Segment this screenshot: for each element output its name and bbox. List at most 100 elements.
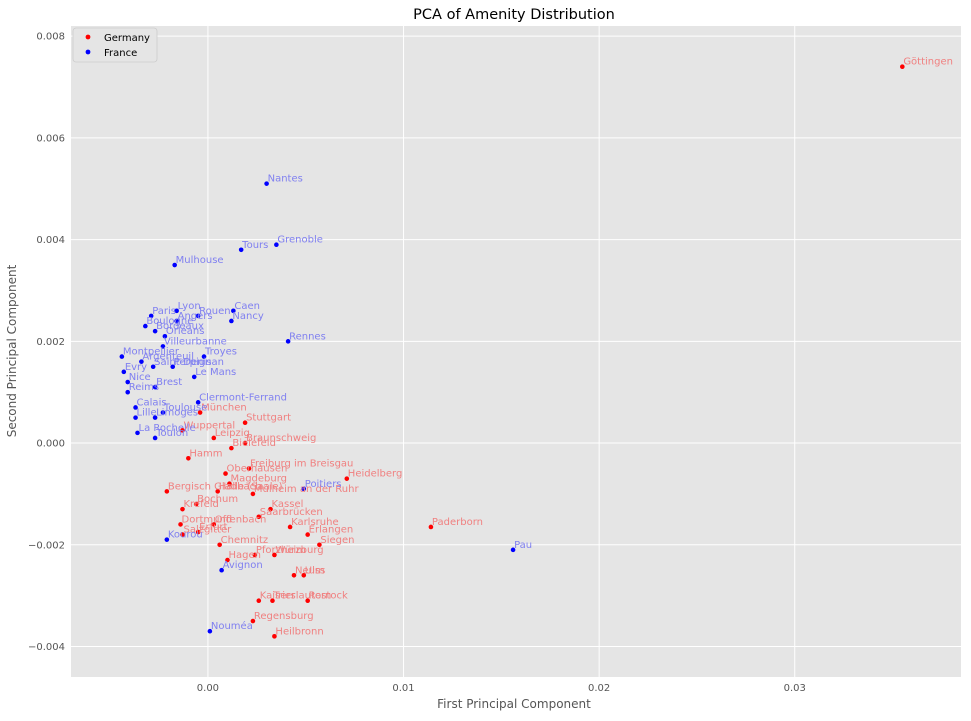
- legend-marker-france: [85, 49, 91, 55]
- data-label-germany: Pforzheim: [256, 545, 306, 556]
- data-label-germany: Kaiserslautern: [260, 591, 332, 602]
- data-label-germany: Leipzig: [215, 428, 250, 439]
- data-label-germany: Dortmund: [182, 514, 233, 525]
- data-label-germany: Trier: [272, 591, 296, 602]
- grid-layer: [71, 26, 961, 677]
- data-label-france: Rennes: [289, 331, 326, 342]
- tick-layer: 0.00 0.01 0.02 0.03 −0.004 −0.002 0.000 0.002 0.…: [28, 32, 806, 694]
- data-point-france: [238, 247, 244, 253]
- data-point-france: [174, 318, 179, 324]
- data-point-germany: [268, 506, 273, 512]
- data-point-france: [135, 430, 140, 436]
- data-label-germany: Göttingen: [903, 57, 953, 68]
- data-point-france: [164, 537, 170, 542]
- data-point-france: [152, 384, 158, 390]
- data-point-germany: [270, 598, 275, 604]
- data-label-france: Avignon: [223, 560, 263, 571]
- data-label-france: Perpignan: [174, 357, 224, 368]
- data-point-germany: [272, 552, 277, 558]
- data-label-germany: Saarbrücken: [260, 507, 323, 518]
- plot-area: [71, 26, 961, 677]
- data-point-france: [301, 486, 307, 492]
- data-point-germany: [178, 522, 183, 527]
- data-label-france: Boulogne: [146, 316, 193, 327]
- data-label-germany: Regensburg: [254, 611, 314, 622]
- data-label-germany: Heilbronn: [275, 626, 323, 637]
- data-point-france: [152, 328, 158, 334]
- data-point-france: [160, 410, 166, 415]
- data-point-germany: [900, 64, 905, 69]
- data-point-france: [160, 344, 166, 349]
- data-label-france: Argenteuil: [142, 352, 194, 363]
- data-label-germany: Hamm: [189, 448, 222, 459]
- data-point-germany: [301, 572, 307, 578]
- data-point-france: [195, 400, 201, 405]
- data-point-france: [219, 567, 224, 573]
- data-label-france: Nouméa: [211, 620, 253, 632]
- data-point-france: [148, 313, 154, 319]
- data-label-germany: Wuppertal: [183, 420, 235, 431]
- point-layer: [119, 64, 905, 639]
- data-point-germany: [180, 428, 185, 433]
- data-label-france: Calais: [137, 397, 167, 408]
- data-point-germany: [229, 445, 234, 451]
- y-axis-label: Second Principal Component: [5, 264, 19, 437]
- data-label-france: Toulon: [155, 428, 188, 439]
- data-point-germany: [211, 522, 217, 527]
- data-point-france: [152, 415, 158, 420]
- data-point-germany: [227, 481, 232, 487]
- data-label-france: Caen: [234, 301, 260, 312]
- data-label-france: Montpellier: [123, 347, 180, 358]
- data-label-germany: Mülheim an der Ruhr: [254, 484, 360, 495]
- data-point-france: [285, 339, 291, 344]
- data-label-france: Kourou: [168, 530, 203, 541]
- data-label-germany: Bergisch Gladbach: [168, 481, 262, 492]
- data-point-france: [162, 333, 168, 339]
- data-point-germany: [246, 466, 252, 471]
- data-label-germany: Karlsruhe: [291, 517, 339, 528]
- data-label-germany: Magdeburg: [230, 474, 287, 485]
- data-label-germany: Neuss: [295, 565, 325, 576]
- data-point-france: [121, 369, 127, 375]
- data-label-germany: Siegen: [320, 535, 354, 546]
- data-point-france: [264, 181, 269, 186]
- x-tick-label: 0.01: [392, 683, 414, 694]
- x-tick-label: 0.03: [784, 683, 806, 694]
- data-point-germany: [250, 491, 256, 497]
- y-tick-label: 0.004: [36, 235, 65, 246]
- data-label-france: Saint-Denis: [154, 357, 211, 368]
- legend-label-france: France: [104, 48, 137, 59]
- data-label-germany: Halle (Saale): [219, 481, 283, 492]
- data-point-france: [150, 364, 156, 370]
- data-label-germany: Erfurt: [199, 522, 227, 533]
- label-layer: Göttingen Heidelberg Paderborn StuttgartMün…: [123, 57, 953, 638]
- y-tick-label: −0.004: [28, 642, 65, 653]
- data-point-france: [201, 354, 207, 359]
- data-label-france: Lille: [137, 408, 157, 419]
- x-tick-label: 0.00: [197, 683, 219, 694]
- data-point-france: [172, 262, 177, 268]
- data-point-germany: [305, 598, 310, 604]
- legend-box: [72, 27, 158, 63]
- data-point-germany: [225, 557, 230, 563]
- data-label-france: Brest: [156, 377, 182, 388]
- data-point-france: [274, 242, 279, 247]
- data-label-germany: Stuttgart: [246, 413, 291, 424]
- data-label-germany: Salzgitter: [183, 525, 232, 536]
- data-label-france: Orléans: [166, 325, 205, 337]
- data-point-germany: [242, 440, 248, 446]
- data-label-germany: Bielefeld: [232, 438, 276, 449]
- legend-label-germany: Germany: [104, 33, 150, 44]
- data-label-france: Rouen: [199, 306, 230, 317]
- data-label-france: Troyes: [204, 347, 237, 358]
- data-point-germany: [250, 618, 256, 624]
- data-point-france: [139, 359, 144, 364]
- data-label-germany: Paderborn: [432, 517, 483, 528]
- data-point-germany: [272, 634, 277, 639]
- y-tick-label: 0.006: [36, 133, 65, 144]
- data-label-germany: Heidelberg: [348, 469, 403, 480]
- data-label-germany: Würzburg: [275, 545, 323, 556]
- data-point-france: [143, 323, 148, 329]
- data-label-germany: Bochum: [197, 494, 238, 505]
